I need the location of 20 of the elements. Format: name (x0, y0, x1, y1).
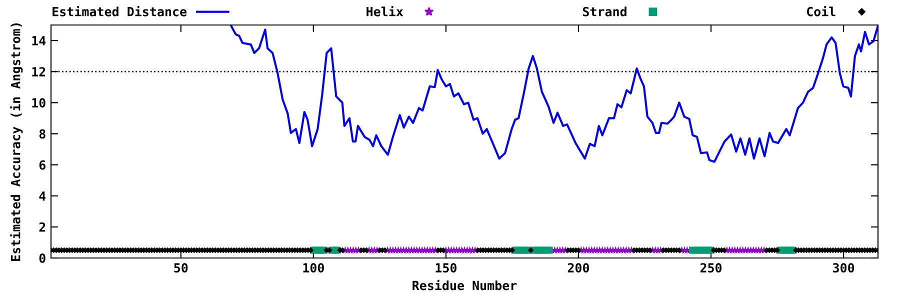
y-tick-label: 12 (32, 67, 46, 76)
y-axis-title: Estimated Accuracy (in Angstrom) (10, 23, 23, 261)
y-tick-label: 8 (39, 129, 46, 139)
x-tick-label: 100 (303, 263, 324, 273)
y-tick-label: 6 (39, 160, 46, 170)
x-tick-label: 250 (700, 263, 722, 273)
x-axis-title: Residue Number (412, 280, 517, 290)
x-tick-label: 50 (174, 263, 188, 273)
y-tick-label: 10 (32, 98, 46, 108)
x-tick-label: 300 (833, 263, 854, 273)
y-tick-label: 4 (39, 192, 46, 201)
legend-label: Helix (366, 6, 404, 16)
x-tick-label: 200 (568, 263, 590, 273)
y-tick-label: 14 (32, 36, 46, 46)
y-tick-label: 0 (39, 253, 46, 263)
y-tick-label: 2 (39, 222, 46, 232)
legend-label: Coil (806, 6, 836, 16)
x-tick-label: 150 (436, 263, 456, 273)
legend-label: Estimated Distance (52, 6, 187, 16)
legend-label: Strand (582, 6, 626, 16)
